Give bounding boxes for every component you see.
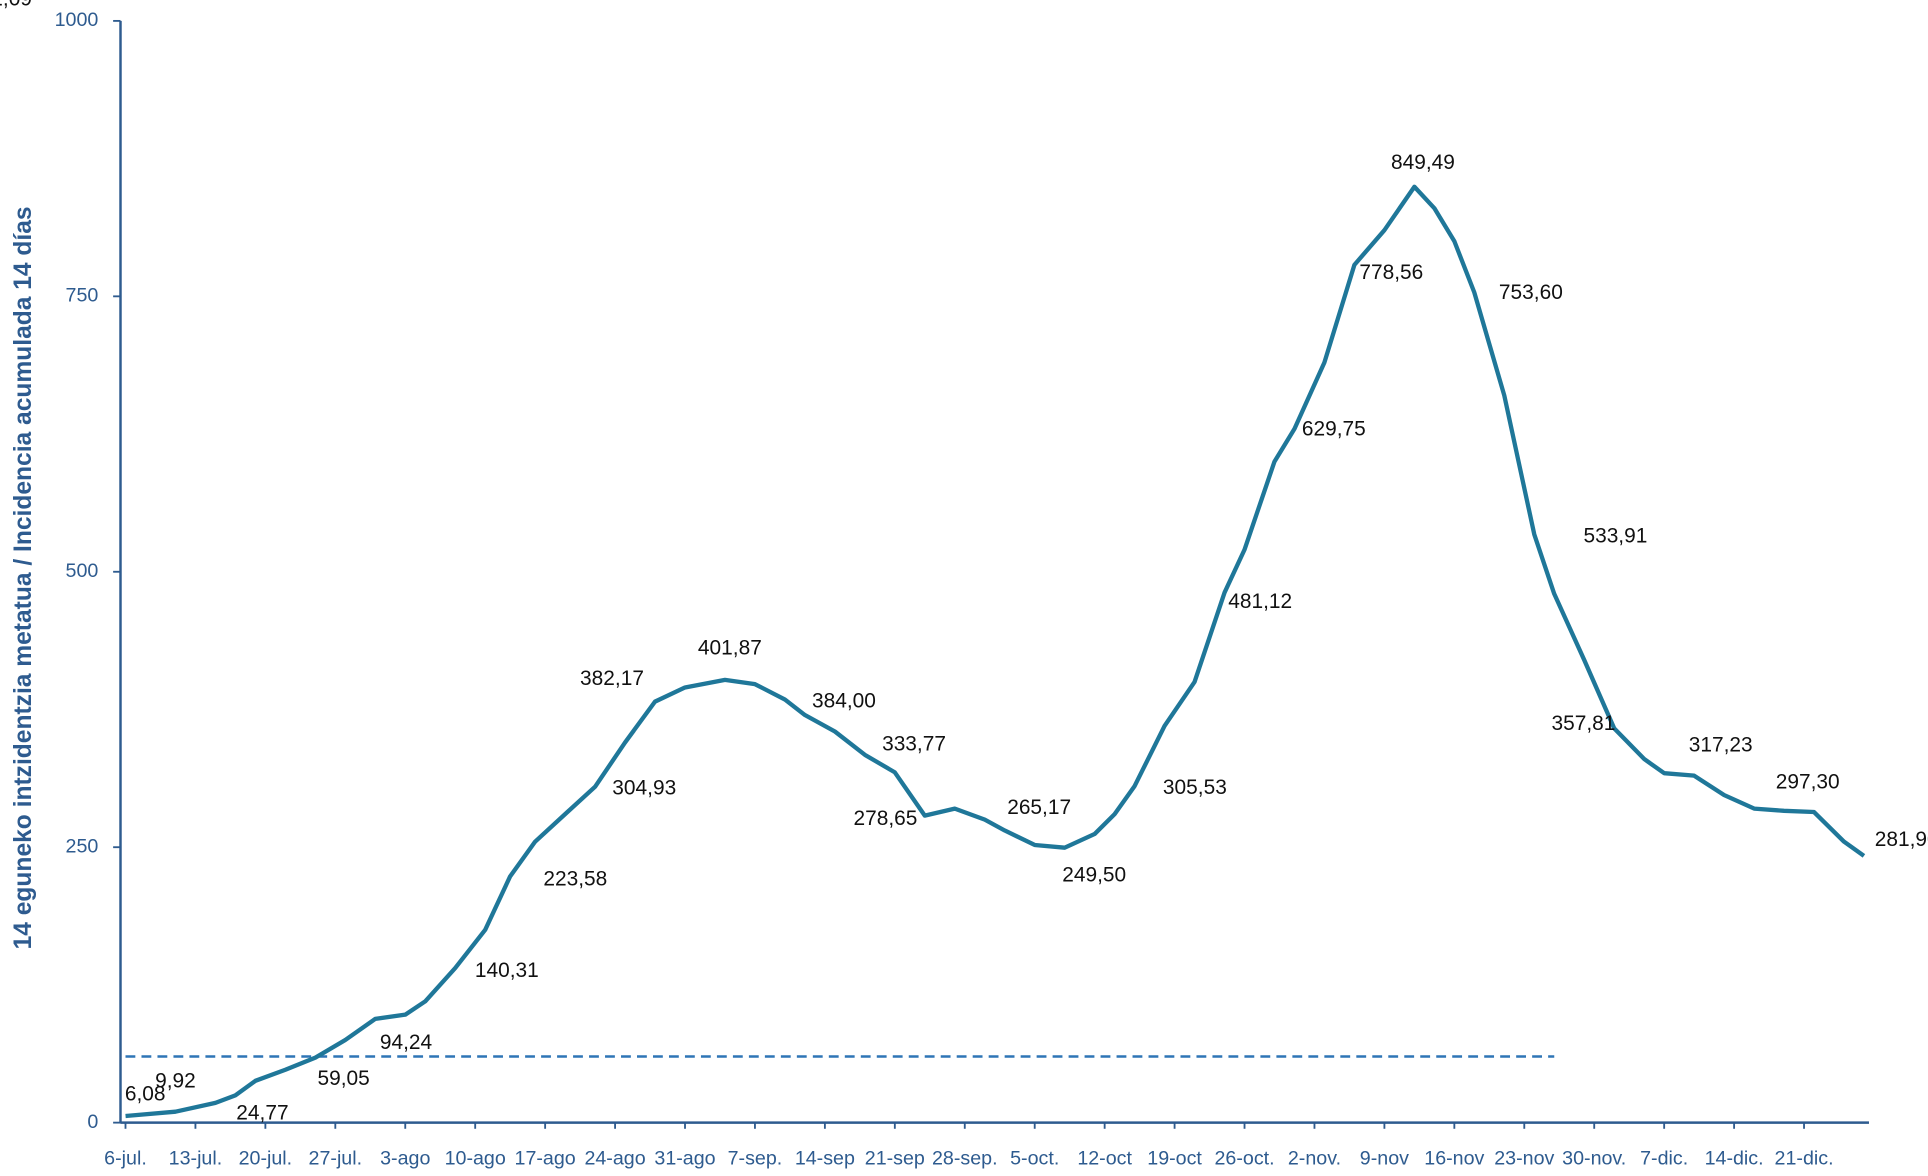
data-label: 24,77 xyxy=(236,1101,288,1124)
data-label: 481,12 xyxy=(1228,590,1292,613)
x-tick-label: 20-jul. xyxy=(239,1148,293,1170)
x-tick-label: 14-sep xyxy=(795,1148,855,1170)
y-tick-label: 0 xyxy=(87,1111,98,1133)
x-tick-label: 7-dic. xyxy=(1640,1148,1688,1170)
data-label: 297,30 xyxy=(1776,770,1840,793)
x-tick-label: 3-ago xyxy=(380,1148,430,1170)
data-label: 242,09 xyxy=(0,0,32,11)
y-tick-label: 750 xyxy=(66,285,99,307)
y-tick-label: 250 xyxy=(66,835,99,857)
data-label: 281,90 xyxy=(1875,828,1928,851)
x-tick-label: 9-nov xyxy=(1360,1148,1409,1170)
x-tick-label: 26-oct. xyxy=(1214,1148,1274,1170)
data-label: 94,24 xyxy=(380,1031,432,1054)
data-label: 6,08 xyxy=(125,1083,166,1106)
data-label: 382,17 xyxy=(580,667,644,690)
data-label: 317,23 xyxy=(1689,734,1753,757)
data-label: 401,87 xyxy=(698,637,762,660)
x-tick-label: 19-oct xyxy=(1147,1148,1202,1170)
data-label: 305,53 xyxy=(1163,776,1227,799)
x-tick-label: 16-nov xyxy=(1424,1148,1484,1170)
data-label: 333,77 xyxy=(882,733,946,756)
data-label: 629,75 xyxy=(1302,418,1366,441)
data-label: 140,31 xyxy=(475,959,539,982)
x-tick-label: 14-dic. xyxy=(1705,1148,1764,1170)
x-tick-label: 5-oct. xyxy=(1010,1148,1059,1170)
data-label: 533,91 xyxy=(1583,524,1647,547)
x-tick-label: 31-ago xyxy=(654,1148,715,1170)
data-label: 9,92 xyxy=(155,1070,196,1093)
x-tick-label: 23-nov xyxy=(1494,1148,1554,1170)
y-axis-title: 14 eguneko intzidentzia metatua / Incide… xyxy=(10,206,37,949)
data-label: 249,50 xyxy=(1062,864,1126,887)
data-label: 357,81 xyxy=(1552,712,1616,735)
x-tick-label: 30-nov. xyxy=(1562,1148,1626,1170)
x-tick-label: 2-nov. xyxy=(1288,1148,1341,1170)
x-tick-label: 13-jul. xyxy=(169,1148,223,1170)
data-label: 278,65 xyxy=(854,807,918,830)
x-tick-label: 21-dic. xyxy=(1775,1148,1834,1170)
data-line xyxy=(125,184,1866,1119)
data-label: 849,49 xyxy=(1391,151,1455,174)
x-tick-label: 17-ago xyxy=(515,1148,576,1170)
data-label: 265,17 xyxy=(1007,796,1071,819)
data-label: 59,05 xyxy=(317,1067,369,1090)
x-tick-label: 10-ago xyxy=(445,1148,506,1170)
x-tick-label: 12-oct xyxy=(1077,1148,1132,1170)
x-tick-label: 24-ago xyxy=(584,1148,645,1170)
x-tick-label: 6-jul. xyxy=(104,1148,147,1170)
data-label: 223,58 xyxy=(543,868,607,891)
data-label: 778,56 xyxy=(1359,261,1423,284)
y-tick-label: 500 xyxy=(66,560,99,582)
y-tick-label: 1000 xyxy=(55,9,99,31)
data-label: 384,00 xyxy=(812,690,876,713)
x-tick-label: 28-sep. xyxy=(932,1148,998,1170)
x-tick-label: 21-sep xyxy=(865,1148,925,1170)
x-tick-label: 7-sep. xyxy=(728,1148,783,1170)
data-label: 304,93 xyxy=(612,777,676,800)
x-tick-label: 27-jul. xyxy=(309,1148,363,1170)
data-label: 753,60 xyxy=(1499,281,1563,304)
